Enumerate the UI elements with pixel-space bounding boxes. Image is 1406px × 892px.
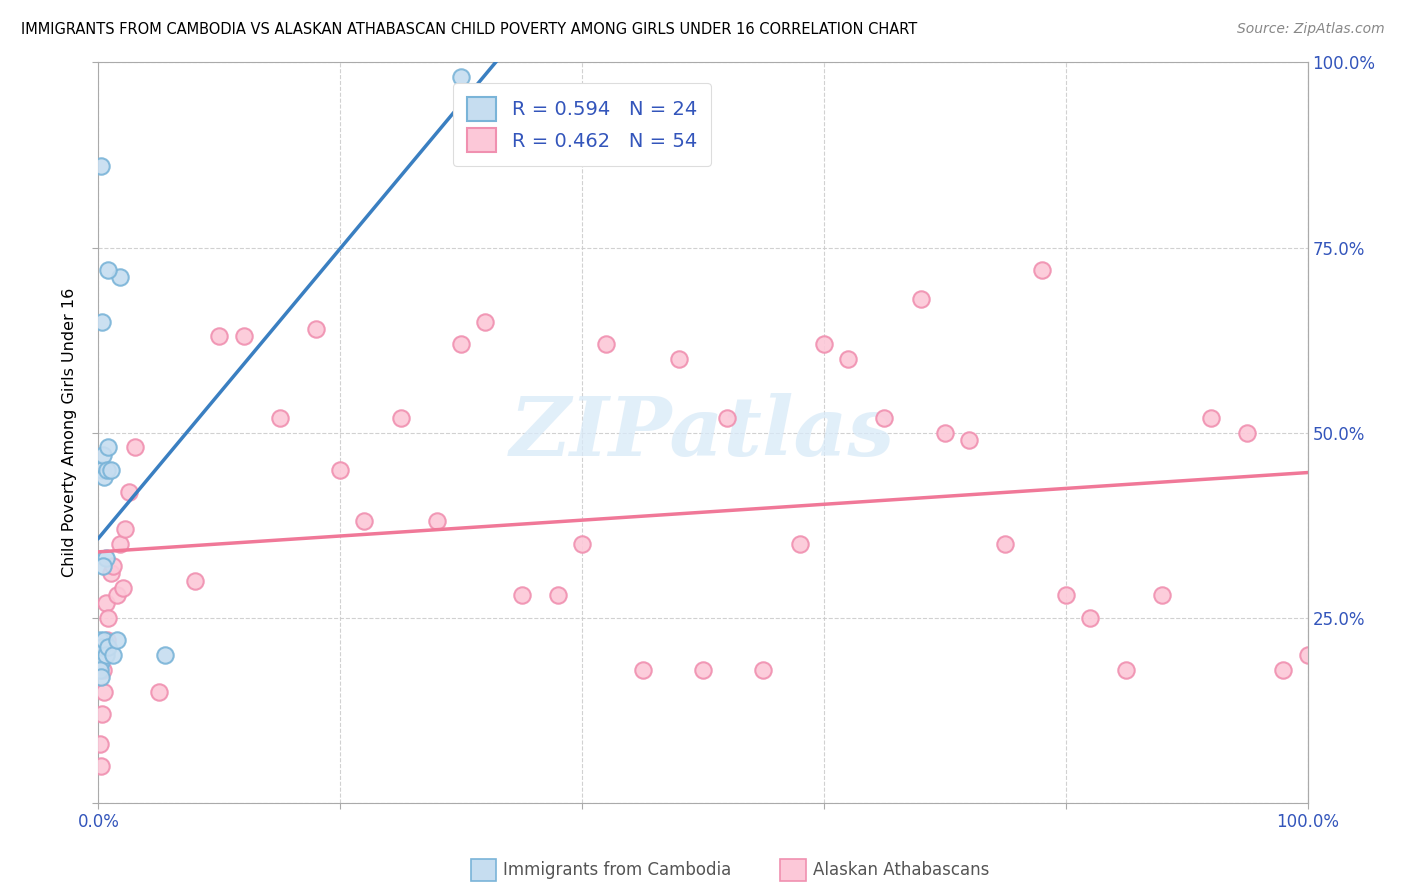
- Point: [124, 441, 146, 455]
- Text: Immigrants from Cambodia: Immigrants from Cambodia: [503, 861, 731, 879]
- Point: [1078, 610, 1101, 624]
- Point: [1031, 262, 1053, 277]
- Point: [450, 70, 472, 85]
- Point: [90, 655, 112, 669]
- Point: [752, 663, 775, 677]
- Point: [89, 737, 111, 751]
- Point: [90, 159, 112, 173]
- Point: [1199, 410, 1222, 425]
- Point: [94, 596, 117, 610]
- Point: [148, 685, 170, 699]
- Point: [97, 441, 120, 455]
- Point: [353, 515, 375, 529]
- Point: [813, 336, 835, 351]
- Point: [91, 663, 114, 677]
- Point: [94, 648, 117, 662]
- Legend: R = 0.594   N = 24, R = 0.462   N = 54: R = 0.594 N = 24, R = 0.462 N = 54: [454, 83, 710, 166]
- Point: [571, 536, 593, 550]
- Point: [96, 462, 118, 476]
- Point: [118, 484, 141, 499]
- Point: [631, 663, 654, 677]
- Point: [232, 329, 254, 343]
- Point: [837, 351, 859, 366]
- Point: [93, 685, 115, 699]
- Point: [994, 536, 1017, 550]
- Point: [1296, 648, 1319, 662]
- Point: [90, 670, 112, 684]
- Point: [873, 410, 896, 425]
- Point: [474, 314, 496, 328]
- Point: [547, 589, 569, 603]
- Point: [97, 610, 120, 624]
- Text: IMMIGRANTS FROM CAMBODIA VS ALASKAN ATHABASCAN CHILD POVERTY AMONG GIRLS UNDER 1: IMMIGRANTS FROM CAMBODIA VS ALASKAN ATHA…: [21, 22, 917, 37]
- Point: [668, 351, 690, 366]
- Point: [450, 336, 472, 351]
- Point: [1272, 663, 1295, 677]
- Text: Alaskan Athabascans: Alaskan Athabascans: [813, 861, 988, 879]
- Point: [91, 462, 114, 476]
- Point: [97, 640, 120, 655]
- Point: [94, 551, 117, 566]
- Point: [108, 536, 131, 550]
- Point: [184, 574, 207, 588]
- Point: [153, 648, 176, 662]
- Point: [1054, 589, 1077, 603]
- Point: [97, 262, 120, 277]
- Point: [789, 536, 811, 550]
- Point: [305, 322, 328, 336]
- Point: [595, 336, 617, 351]
- Text: ZIPatlas: ZIPatlas: [510, 392, 896, 473]
- Point: [934, 425, 956, 440]
- Point: [389, 410, 412, 425]
- Point: [510, 589, 533, 603]
- Point: [957, 433, 980, 447]
- Point: [101, 558, 124, 573]
- Point: [108, 270, 131, 285]
- Point: [105, 632, 128, 647]
- Point: [93, 470, 115, 484]
- Point: [101, 648, 124, 662]
- Point: [208, 329, 231, 343]
- Point: [1236, 425, 1258, 440]
- Point: [100, 462, 122, 476]
- Point: [716, 410, 738, 425]
- Text: Source: ZipAtlas.com: Source: ZipAtlas.com: [1237, 22, 1385, 37]
- Point: [1115, 663, 1137, 677]
- Point: [93, 632, 115, 647]
- Point: [90, 758, 112, 772]
- Point: [692, 663, 714, 677]
- Point: [91, 640, 114, 655]
- Point: [910, 293, 932, 307]
- Point: [96, 632, 118, 647]
- Y-axis label: Child Poverty Among Girls Under 16: Child Poverty Among Girls Under 16: [62, 288, 77, 577]
- Point: [426, 515, 449, 529]
- Point: [91, 448, 114, 462]
- Point: [111, 581, 134, 595]
- Point: [329, 462, 352, 476]
- Point: [91, 314, 114, 328]
- Point: [91, 706, 114, 721]
- Point: [114, 522, 136, 536]
- Point: [89, 632, 111, 647]
- Point: [100, 566, 122, 581]
- Point: [89, 663, 111, 677]
- Point: [1152, 589, 1174, 603]
- Point: [91, 558, 114, 573]
- Point: [105, 589, 128, 603]
- Point: [269, 410, 291, 425]
